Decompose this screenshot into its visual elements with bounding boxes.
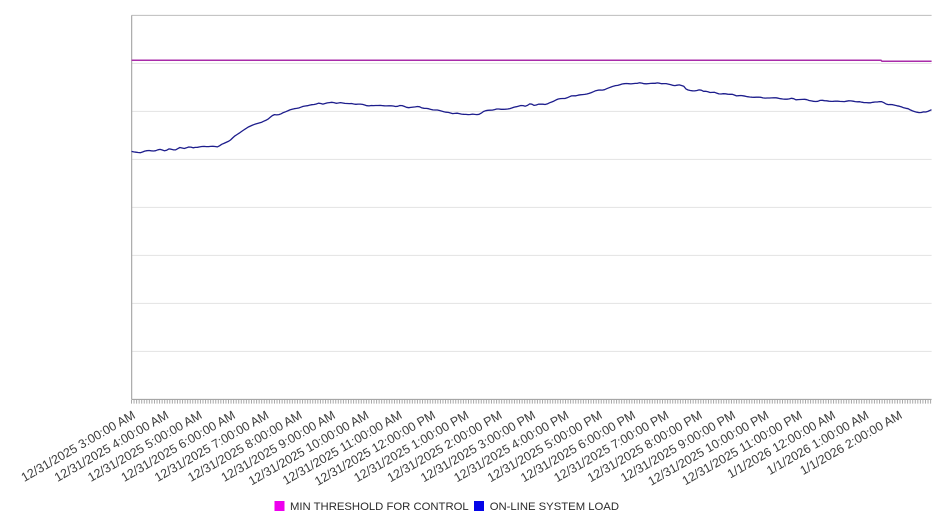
svg-text:ON-LINE SYSTEM LOAD: ON-LINE SYSTEM LOAD [490,501,619,513]
svg-text:MIN THRESHOLD FOR CONTROL: MIN THRESHOLD FOR CONTROL [290,501,469,513]
